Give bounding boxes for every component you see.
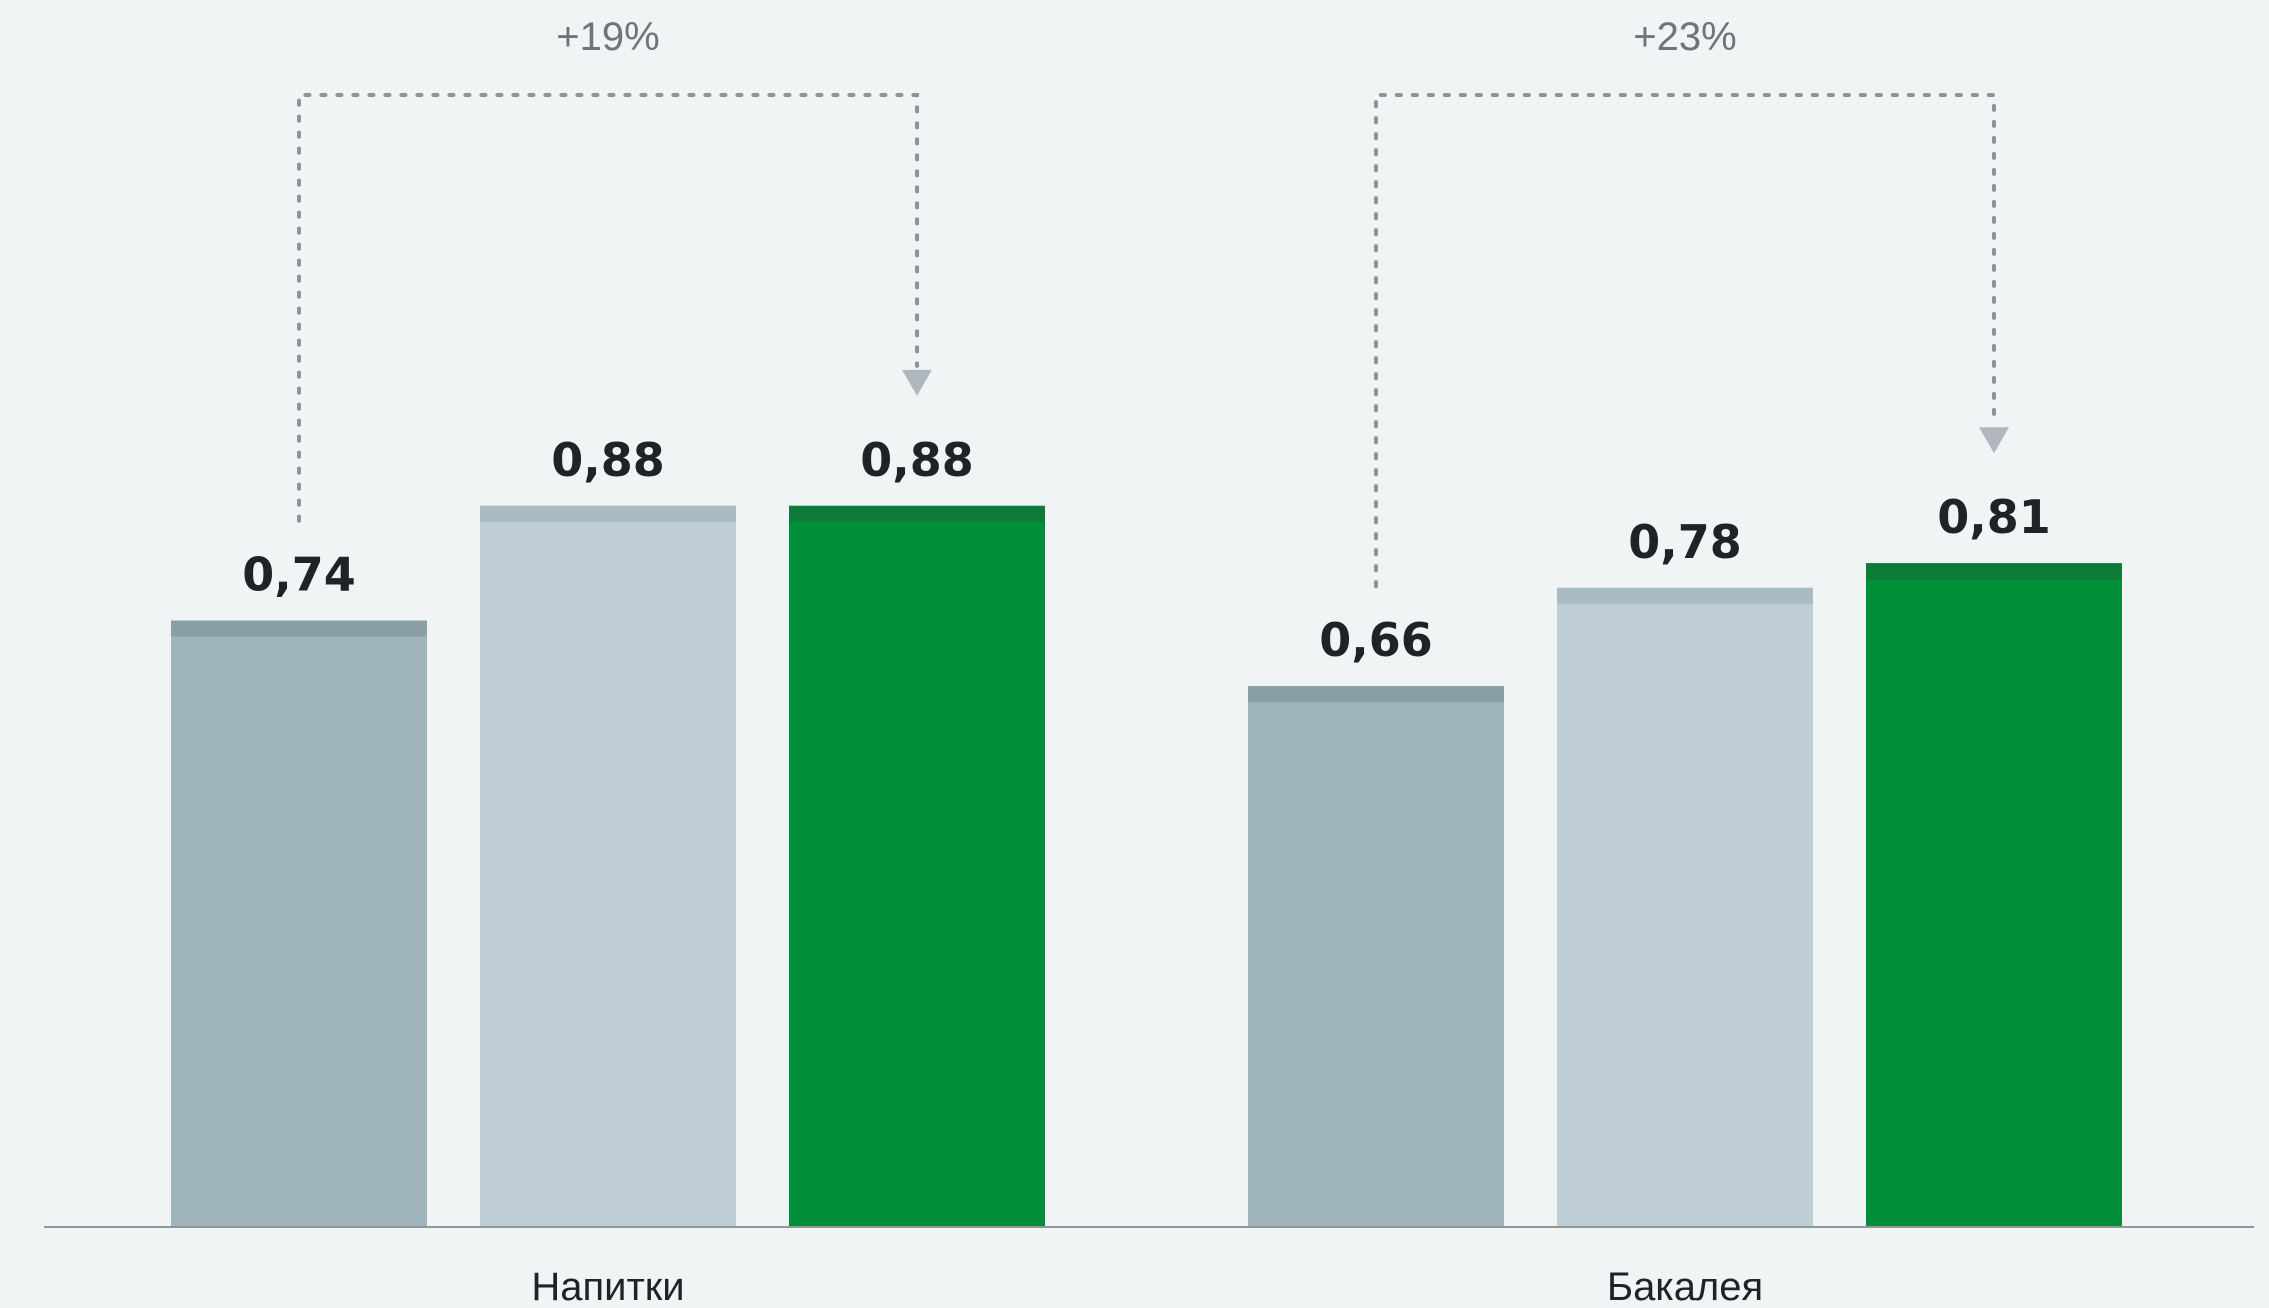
bar-cap-2-2 — [1557, 587, 1813, 604]
bar-cap-2-3 — [1866, 563, 2122, 580]
bar-cap-1-2 — [480, 505, 736, 522]
arrow-down-icon — [1979, 427, 2009, 454]
bar-cap-2-1 — [1248, 686, 1504, 703]
change-label-2: +23% — [1633, 15, 1736, 59]
bar-2-2 — [1557, 587, 1813, 1227]
change-connector-1 — [297, 93, 919, 523]
value-label-2-2: 0,78 — [1628, 515, 1742, 569]
value-label-1-2: 0,88 — [551, 433, 665, 487]
bar-1-2 — [480, 505, 736, 1228]
bar-1-1 — [171, 620, 427, 1227]
bars-layer — [171, 505, 2122, 1228]
bar-cap-1-3 — [789, 505, 1045, 522]
category-label-2: Бакалея — [1607, 1265, 1763, 1308]
bar-cap-1-1 — [171, 620, 427, 637]
category-label-1: Напитки — [531, 1265, 684, 1308]
change-connectors-layer — [297, 93, 2009, 589]
bar-1-3 — [789, 505, 1045, 1228]
change-connector-2 — [1374, 93, 1996, 589]
value-label-1-3: 0,88 — [860, 433, 974, 487]
labels-layer: 0,74 0,88 0,88 Напитки 0,66 0,78 0,81 Бакалея +1… — [242, 15, 2051, 1308]
arrow-down-icon — [902, 369, 932, 396]
value-label-2-1: 0,66 — [1319, 613, 1433, 667]
value-label-1-1: 0,74 — [242, 548, 356, 602]
bar-2-3 — [1866, 563, 2122, 1227]
value-label-2-3: 0,81 — [1937, 490, 2051, 544]
change-label-1: +19% — [556, 15, 659, 59]
bar-2-1 — [1248, 686, 1504, 1227]
